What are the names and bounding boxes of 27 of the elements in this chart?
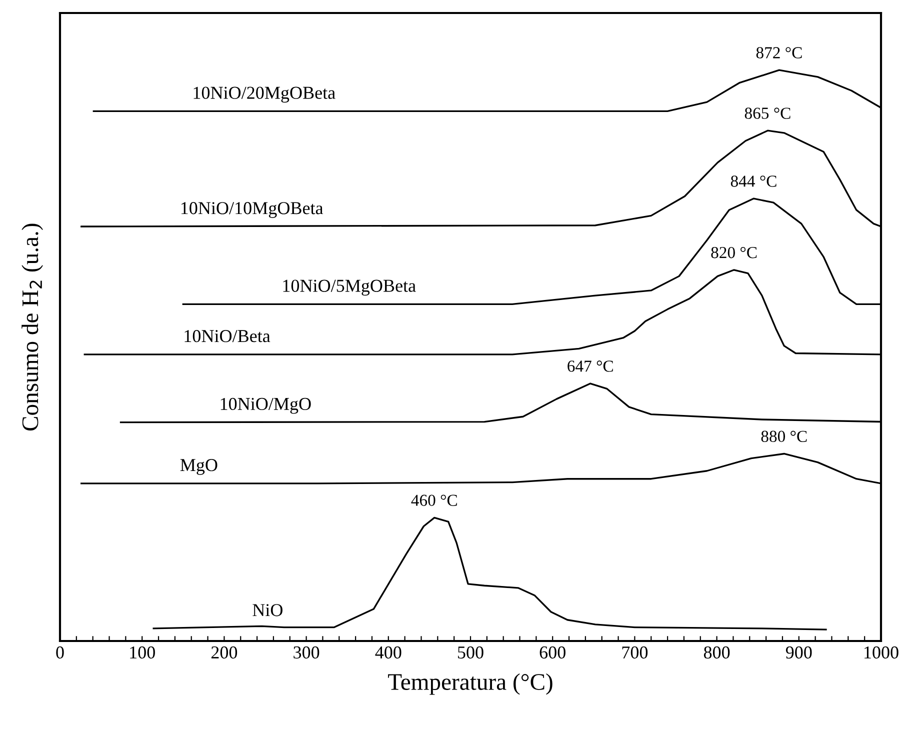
series-label: 10NiO/5MgOBeta: [283, 280, 416, 296]
annotation: 460 °C: [411, 494, 457, 506]
x-tick-label: 1000: [864, 646, 898, 659]
x-tick-label: 600: [540, 646, 566, 659]
series-label: 10NiO/10MgOBeta: [181, 202, 324, 218]
y-axis-title: Consumo de H$_{2}$ (u.a.): [22, 224, 44, 431]
annotation: 820 °C: [711, 246, 757, 258]
annotation: 865 °C: [744, 108, 790, 119]
x-tick-label: 100: [130, 646, 155, 659]
series-label: 10NiO/20MgOBeta: [194, 86, 336, 103]
x-tick-label: 0: [56, 646, 64, 659]
x-tick-label: 800: [704, 646, 730, 659]
x-tick-label: 700: [622, 646, 648, 659]
series-label: 10NiO/MgO: [220, 398, 311, 414]
x-tick-label: 200: [211, 646, 238, 659]
x-tick-label: 900: [786, 646, 812, 659]
series-label: MgO: [180, 459, 218, 475]
annotation: 872 °C: [756, 47, 802, 58]
x-tick-label: 300: [294, 646, 320, 659]
series-label: NiO: [252, 604, 282, 616]
x-tick-label: 500: [458, 646, 484, 659]
annotation: 880 °C: [761, 430, 807, 442]
x-axis-title: Temperatura (°C): [388, 673, 552, 695]
annotation: 844 °C: [730, 176, 776, 187]
annotation: 647 °C: [568, 360, 613, 372]
x-tick-label: 400: [375, 646, 402, 659]
series-label: 10NiO/Beta: [184, 330, 270, 342]
